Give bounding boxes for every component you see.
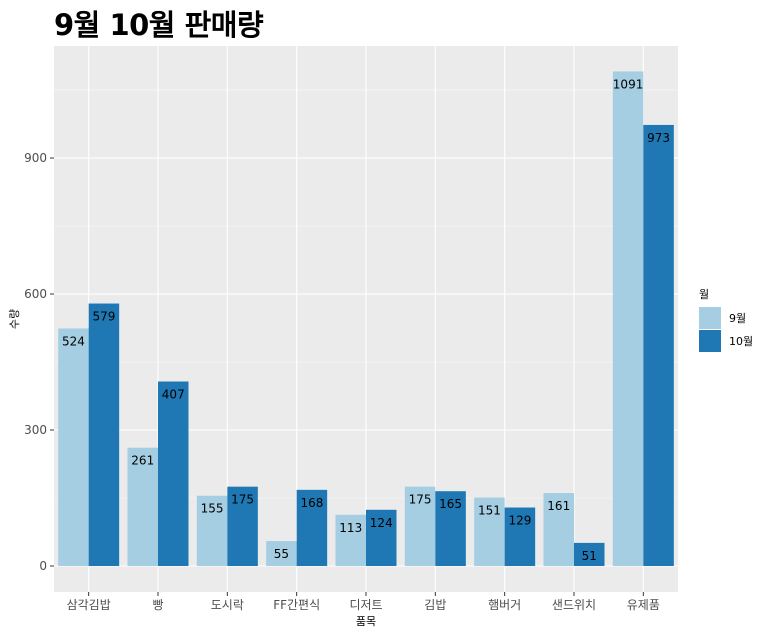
y-tick-label: 600 (24, 287, 47, 301)
data-labels: 524 261 155 55 113 175 151 161 1091 579 407 175 168 1… (62, 77, 670, 562)
y-tick-label: 300 (24, 423, 47, 437)
x-tick-label: 김밥 (424, 598, 446, 612)
bar (474, 497, 505, 566)
x-tick-label: FF간편식 (273, 598, 320, 612)
x-tick-label: 햄버거 (488, 598, 521, 612)
x-tick-label: 샌드위치 (552, 598, 596, 612)
bar (404, 486, 436, 566)
data-label: 113 (339, 521, 362, 535)
bar (266, 541, 297, 566)
bar (643, 124, 674, 567)
data-label: 124 (370, 516, 393, 530)
bar (196, 495, 228, 566)
legend-key (699, 307, 721, 329)
y-axis: 0 300 600 900 (24, 151, 54, 573)
bar (504, 507, 536, 566)
data-label: 407 (162, 388, 185, 402)
bar (543, 493, 574, 566)
chart-title: 9월 10월 판매량 (54, 8, 264, 42)
bar (58, 328, 89, 566)
bar (435, 491, 466, 566)
data-label: 261 (131, 454, 154, 468)
legend-title: 월 (699, 288, 709, 301)
legend-label: 10월 (729, 335, 753, 348)
x-tick-label: 유제품 (627, 598, 660, 612)
data-label: 161 (547, 499, 570, 513)
data-label: 165 (439, 497, 462, 511)
data-label: 155 (201, 502, 224, 516)
data-label: 1091 (613, 77, 644, 91)
data-label: 51 (582, 549, 597, 563)
data-label: 151 (478, 504, 501, 518)
data-label: 175 (409, 493, 432, 507)
x-tick-label: 빵 (152, 598, 163, 612)
x-tick-label: 도시락 (211, 598, 244, 612)
bar (574, 542, 605, 566)
bar (88, 303, 120, 566)
data-label: 579 (92, 310, 115, 324)
legend: 월 9월 10월 (699, 288, 753, 352)
data-label: 168 (300, 496, 323, 510)
x-axis: 삼각김밥 빵 도시락 FF간편식 디저트 김밥 햄버거 샌드위치 유제품 (67, 592, 660, 612)
x-tick-label: 디저트 (349, 598, 382, 612)
legend-key (699, 330, 721, 352)
data-label: 129 (508, 514, 531, 528)
data-label: 524 (62, 334, 85, 348)
bar (296, 489, 328, 566)
bar (227, 486, 258, 566)
data-label: 175 (231, 493, 254, 507)
x-axis-title: 품목 (356, 615, 376, 628)
bar (127, 447, 158, 566)
data-label: 973 (647, 131, 670, 145)
bar (158, 381, 189, 566)
x-tick-label: 삼각김밥 (67, 598, 111, 612)
legend-label: 9월 (729, 312, 746, 325)
bar (335, 514, 366, 566)
y-axis-title: 수량 (8, 309, 21, 329)
y-tick-label: 900 (24, 151, 47, 165)
bar (366, 509, 397, 566)
y-tick-label: 0 (39, 559, 47, 573)
bar (612, 71, 644, 566)
bars (58, 71, 674, 567)
data-label: 55 (274, 547, 289, 561)
